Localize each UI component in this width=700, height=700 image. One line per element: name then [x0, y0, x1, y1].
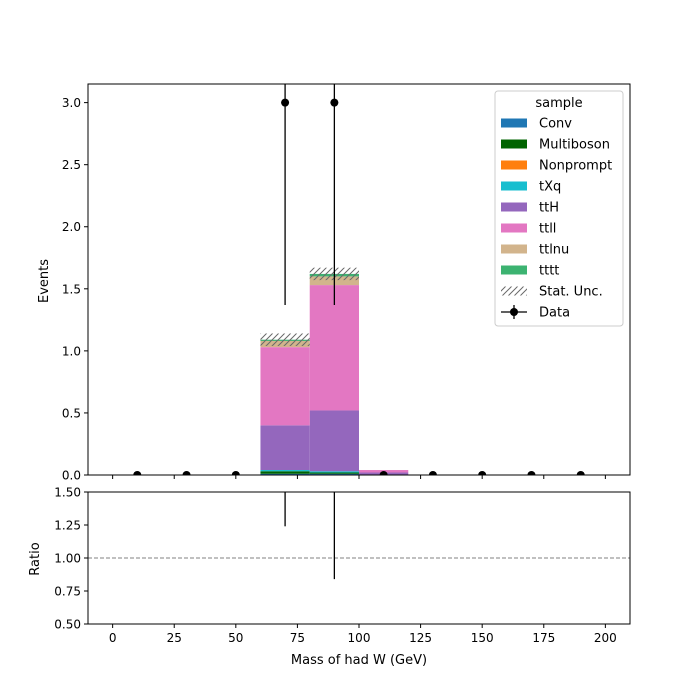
x-tick-label: 0 [109, 631, 117, 645]
main-y-tick-label: 2.0 [62, 220, 81, 234]
legend-item-tth: ttH [501, 201, 559, 216]
main-y-axis-label: Events [37, 259, 52, 303]
legend-label: ttlnu [539, 243, 569, 258]
ratio-y-axis-label: Ratio [28, 542, 43, 575]
main-y-tick-label: 2.5 [62, 158, 81, 172]
legend-swatch [501, 139, 527, 149]
x-tick-label: 75 [290, 631, 305, 645]
main-y-tick-label: 3.0 [62, 96, 81, 110]
bar-conv-bin-4 [309, 473, 359, 475]
data-point-2 [231, 471, 240, 475]
data-point-9 [576, 471, 585, 475]
x-tick-label: 50 [228, 631, 243, 645]
legend-item-stat-unc: Stat. Unc. [501, 285, 603, 300]
legend-label: tXq [539, 180, 561, 195]
legend-label: ttH [539, 201, 559, 216]
legend-label: Data [539, 306, 570, 321]
legend-label: ttll [539, 222, 556, 237]
data-point-1 [182, 471, 191, 475]
data-point-4 [330, 98, 339, 107]
legend-swatch [501, 265, 527, 275]
legend-swatch [501, 244, 527, 254]
ratio-y-tick-label: 1.50 [54, 486, 81, 500]
legend-label: tttt [539, 264, 559, 279]
bar-txq-bin-4 [309, 471, 359, 473]
ratio-y-tick-label: 0.50 [54, 618, 81, 632]
legend-label: Multiboson [539, 138, 610, 153]
legend-label: Conv [539, 117, 572, 132]
legend: sample Conv Multiboson Nonprompt tXq ttH ttll… [494, 90, 624, 327]
legend-item-conv: Conv [501, 117, 572, 132]
bar-tth-bin-4 [309, 410, 359, 472]
legend-swatch [501, 118, 527, 128]
x-tick-label: 150 [471, 631, 494, 645]
data-point-3 [281, 98, 290, 107]
bar-multiboson-bin-4 [309, 472, 359, 474]
legend-item-multiboson: Multiboson [501, 138, 610, 153]
legend-label: Nonprompt [539, 159, 612, 174]
ratio-y-tick-label: 0.75 [54, 585, 81, 599]
legend-data-marker [510, 308, 518, 316]
bar-ttll-bin-3 [260, 347, 310, 426]
bar-tth-bin-3 [260, 425, 310, 471]
legend-item-data: Data [501, 305, 570, 321]
ratio-y-tick-label: 1.25 [54, 519, 81, 533]
x-axis-label: Mass of had W (GeV) [291, 653, 427, 668]
bar-multiboson-bin-3 [260, 471, 310, 474]
legend-swatch [501, 223, 527, 233]
main-bars [260, 273, 409, 475]
legend-title: sample [535, 96, 582, 111]
main-x-ticks [112, 475, 606, 479]
x-tick-label: 100 [348, 631, 371, 645]
main-y-tick-label: 0.0 [62, 469, 81, 483]
x-tick-label: 200 [594, 631, 617, 645]
main-y-tick-label: 1.5 [62, 282, 81, 296]
data-point-0 [133, 471, 142, 475]
legend-item-tttt: tttt [501, 264, 559, 279]
x-tick-label: 25 [167, 631, 182, 645]
data-point-5 [379, 471, 388, 475]
data-point-7 [478, 471, 487, 475]
legend-item-ttlnu: ttlnu [501, 243, 569, 258]
legend-swatch [501, 160, 527, 170]
ratio-y-ticks: 0.50 0.75 1.00 1.25 1.50 [54, 486, 88, 632]
stat-unc-bin-3 [260, 333, 310, 346]
data-point-8 [527, 471, 536, 475]
legend-item-txq: tXq [501, 180, 561, 195]
main-y-tick-label: 1.0 [62, 344, 81, 358]
x-tick-label: 125 [409, 631, 432, 645]
legend-item-ttll: ttll [501, 222, 556, 237]
data-points [133, 84, 585, 475]
bar-conv-bin-3 [260, 473, 310, 475]
x-tick-label: 175 [532, 631, 555, 645]
ratio-x-ticks: 0 25 50 75 100 125 150 175 200 [109, 624, 617, 645]
legend-swatch [501, 181, 527, 191]
legend-label: Stat. Unc. [539, 285, 603, 300]
main-y-ticks: 0.0 0.5 1.0 1.5 2.0 2.5 3.0 [62, 96, 88, 483]
legend-item-nonprompt: Nonprompt [501, 159, 612, 174]
bar-txq-bin-3 [260, 470, 310, 472]
legend-swatch [501, 202, 527, 212]
bar-ttll-bin-4 [309, 285, 359, 411]
ratio-content [88, 492, 630, 580]
ratio-y-tick-label: 1.00 [54, 552, 81, 566]
data-point-6 [428, 471, 437, 475]
legend-swatch [501, 286, 527, 296]
main-y-tick-label: 0.5 [62, 406, 81, 420]
